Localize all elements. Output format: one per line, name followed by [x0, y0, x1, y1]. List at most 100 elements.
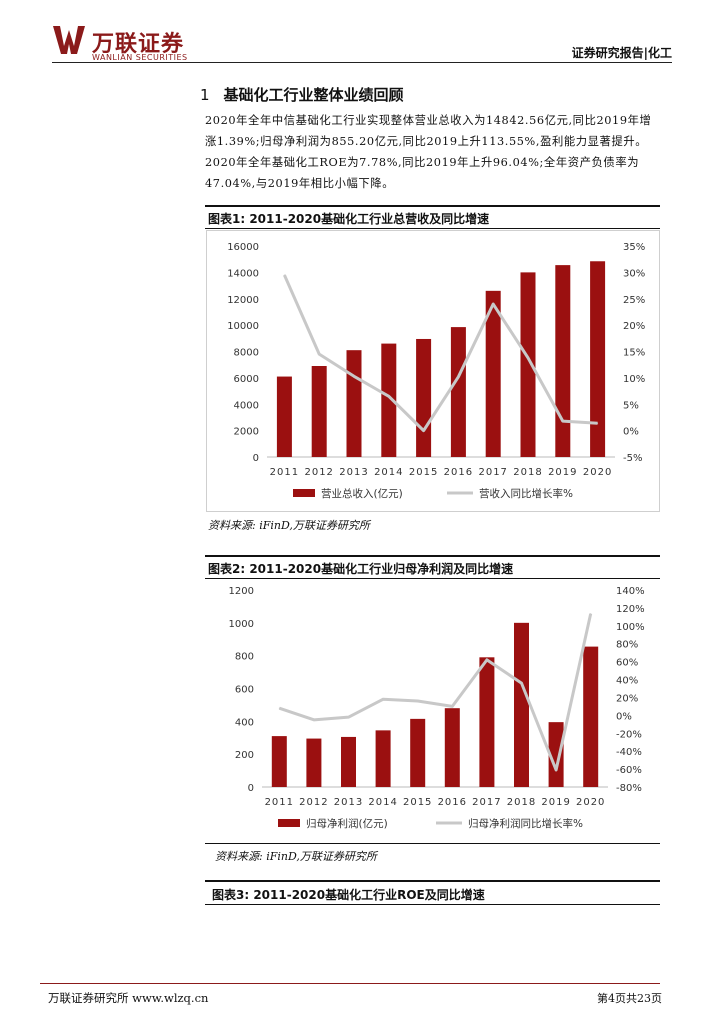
brand-name-cn: 万联证券	[92, 32, 185, 57]
y-right-tick-label: -5%	[623, 453, 642, 464]
bar	[381, 343, 397, 457]
bar	[514, 622, 529, 787]
x-tick-label: 2014	[368, 797, 397, 808]
bar	[555, 265, 571, 457]
bar	[416, 338, 432, 457]
x-tick-label: 2018	[513, 467, 542, 478]
y-left-tick-label: 600	[235, 685, 254, 696]
x-tick-label: 2019	[541, 797, 570, 808]
y-right-tick-label: -80%	[616, 783, 642, 794]
y-left-tick-label: 6000	[234, 374, 259, 385]
growth-point	[457, 376, 459, 378]
legend-bar-swatch	[293, 489, 315, 497]
y-right-tick-label: 20%	[623, 321, 645, 332]
growth-point	[486, 659, 488, 661]
y-right-tick-label: 120%	[616, 604, 645, 615]
y-right-tick-label: 30%	[623, 268, 645, 279]
figure2-title: 图表2: 2011-2020基础化工行业归母净利润及同比增速	[208, 562, 514, 576]
y-left-tick-label: 4000	[234, 400, 259, 411]
x-tick-label: 2018	[507, 797, 536, 808]
x-tick-label: 2011	[270, 467, 299, 478]
bar	[341, 736, 356, 787]
bar	[479, 657, 495, 787]
y-left-tick-label: 16000	[227, 242, 259, 253]
growth-point	[318, 353, 320, 355]
x-tick-label: 2013	[339, 467, 368, 478]
legend-line-label: 归母净利润同比增长率%	[468, 817, 583, 830]
growth-point	[417, 700, 419, 702]
figure2-chart-frame: 0 200 400 600 800 1000 1200 -80% -60% -40% -20% 0% 2…	[206, 580, 658, 840]
bar	[450, 327, 466, 457]
legend-bar-swatch	[278, 819, 300, 827]
y-right-tick-label: 35%	[623, 242, 645, 253]
bar	[590, 261, 606, 457]
x-tick-label: 2015	[403, 797, 432, 808]
figure3-title: 图表3: 2011-2020基础化工行业ROE及同比增速	[212, 888, 485, 902]
x-tick-label: 2012	[299, 797, 328, 808]
footer-divider	[40, 983, 660, 984]
x-tick-label: 2020	[583, 467, 612, 478]
y-left-tick-label: 0	[253, 453, 259, 464]
y-left-tick-label: 1200	[229, 586, 254, 597]
x-tick-label: 2013	[334, 797, 363, 808]
growth-point	[313, 719, 315, 721]
growth-line	[278, 613, 593, 772]
figure2-source: 资料来源: iFinD,万联证券研究所	[215, 850, 377, 863]
footer-site: 万联证券研究所 www.wlzq.cn	[48, 991, 209, 1005]
growth-point	[555, 769, 557, 771]
section-title: 基础化工行业整体业绩回顾	[223, 86, 404, 104]
y-left-tick-label: 200	[235, 750, 254, 761]
growth-point	[283, 274, 285, 276]
net-profit-chart: 0 200 400 600 800 1000 1200 -80% -60% -40% -20% 0% 2…	[229, 586, 645, 830]
page-number: 第4页共23页	[597, 992, 662, 1005]
growth-point	[278, 707, 280, 709]
y-left-tick-label: 400	[235, 717, 254, 728]
y-right-tick-label: 140%	[616, 586, 645, 597]
y-left-tick-label: 8000	[234, 348, 259, 359]
y-left-tick-label: 800	[235, 652, 254, 663]
brand-name-en: WANLIAN SECURITIES	[92, 53, 188, 62]
y-left-tick-label: 1000	[229, 619, 254, 630]
figure3-top-rule	[205, 880, 660, 882]
x-tick-label: 2012	[304, 467, 333, 478]
bar	[485, 290, 501, 457]
growth-point	[562, 420, 564, 422]
x-tick-label: 2016	[438, 797, 467, 808]
growth-point	[382, 698, 384, 700]
figure1-source: 资料来源: iFinD,万联证券研究所	[208, 519, 370, 532]
figure2-top-rule	[205, 555, 660, 557]
y-right-tick-label: 40%	[616, 676, 638, 687]
growth-point	[521, 682, 522, 684]
growth-line	[283, 274, 598, 433]
bar	[276, 376, 292, 457]
y-left-tick-label: 0	[248, 783, 254, 794]
y-right-tick-label: 100%	[616, 622, 645, 633]
bar	[444, 708, 460, 787]
growth-point	[423, 430, 425, 432]
legend-line-label: 营收入同比增长率%	[479, 487, 573, 500]
y-right-tick-label: 60%	[616, 658, 638, 669]
bar	[548, 722, 564, 787]
x-tick-label: 2014	[374, 467, 403, 478]
growth-point	[348, 716, 349, 718]
figure1-title: 图表1: 2011-2020基础化工行业总营收及同比增速	[208, 212, 490, 226]
growth-point	[527, 357, 529, 359]
figure3-title-rule	[205, 904, 660, 905]
growth-point	[597, 422, 599, 424]
x-tick-label: 2019	[548, 467, 577, 478]
section-number: 1	[200, 86, 210, 104]
y-right-tick-label: -60%	[616, 765, 642, 776]
legend-bar-label: 归母净利润(亿元)	[306, 817, 388, 830]
y-right-tick-label: 15%	[623, 348, 645, 359]
legend-bar-label: 营业总收入(亿元)	[321, 487, 403, 500]
y-right-tick-label: 0%	[623, 427, 639, 438]
report-category: 证券研究报告|化工	[571, 46, 672, 60]
x-tick-label: 2016	[444, 467, 473, 478]
wanlian-logo-icon	[53, 26, 85, 54]
bar	[583, 646, 599, 787]
header-divider	[52, 62, 672, 63]
x-tick-label: 2017	[472, 797, 501, 808]
figure1-title-rule	[205, 228, 660, 229]
figure1-chart-frame: 0 2000 4000 6000 8000 10000 12000 14000 16000 -5%…	[206, 230, 660, 512]
y-left-tick-label: 14000	[227, 268, 259, 279]
